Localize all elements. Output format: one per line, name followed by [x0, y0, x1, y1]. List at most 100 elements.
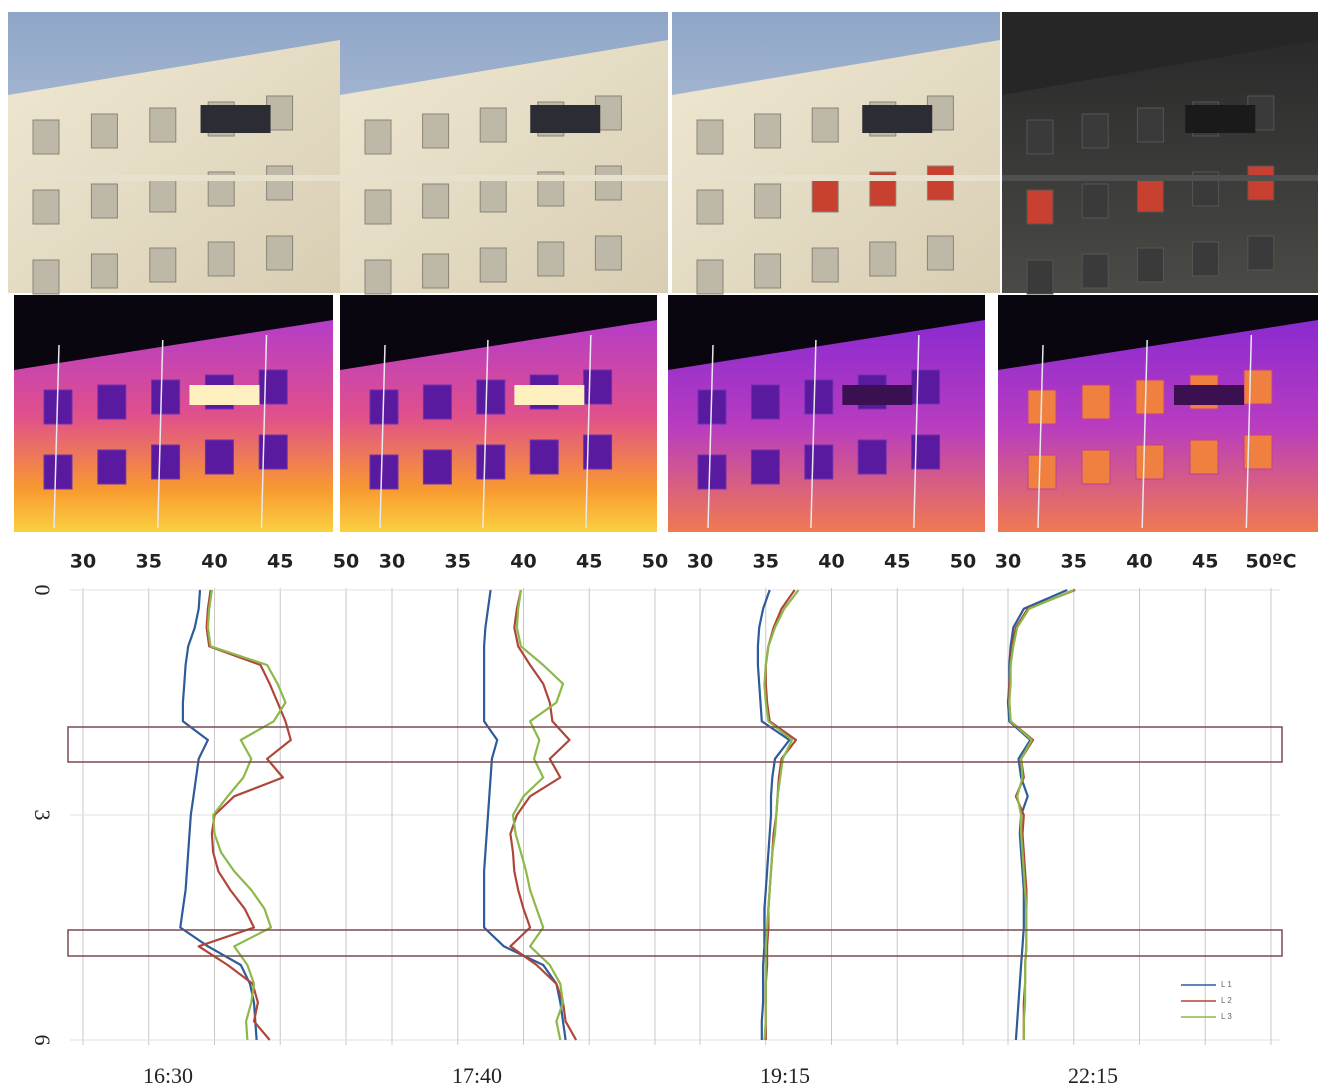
thermal-window [476, 444, 506, 480]
photo-window [1136, 177, 1164, 213]
x-tick-label: 35 [445, 551, 471, 573]
x-tick-label: 45 [884, 551, 910, 573]
legend-label: L 2 [1221, 996, 1232, 1005]
photo-window [926, 235, 954, 271]
photo-window [149, 177, 177, 213]
time-label: 17:40 [452, 1063, 502, 1088]
thermal-profile-line [707, 344, 714, 529]
photo-ledge [8, 175, 340, 181]
thermal-window [697, 454, 727, 490]
photo-balcony [1185, 105, 1256, 133]
photo-window [1026, 259, 1054, 295]
thermal-window [1243, 369, 1273, 405]
x-tick-label: 30 [379, 551, 405, 573]
thermal-window [151, 379, 181, 415]
photo-window [594, 165, 622, 201]
photo-window [754, 113, 782, 149]
photo-ledge [672, 175, 1000, 181]
thermal-window [1081, 384, 1111, 420]
x-tick-label: 40 [201, 551, 227, 573]
photo-window [90, 183, 118, 219]
profile-line [1008, 588, 1075, 1040]
thermal-window [583, 369, 613, 405]
photo-window [696, 119, 724, 155]
photo-facade [672, 40, 1000, 293]
photo-window [422, 183, 450, 219]
photo-window [479, 107, 507, 143]
thermal-facade [14, 320, 333, 532]
x-tick-label: 35 [753, 551, 779, 573]
x-tick-label: 40 [510, 551, 536, 573]
thermal-profile-line [1141, 339, 1148, 529]
photo-window [1192, 241, 1220, 277]
thermal-window [97, 384, 127, 420]
thermal-profile-line [157, 339, 164, 529]
photo-window [869, 241, 897, 277]
photo-window [90, 253, 118, 289]
photo-window [207, 241, 235, 277]
photo-window [811, 247, 839, 283]
profile-line [179, 589, 258, 1041]
legend-label: L 3 [1221, 1012, 1232, 1021]
x-tick-label: 35 [1061, 551, 1087, 573]
photo-balcony [862, 105, 933, 133]
photo-balcony [530, 105, 601, 133]
thermal-window [1081, 449, 1111, 485]
photo-window [537, 241, 565, 277]
thermal-profile-line [379, 344, 386, 529]
x-tick-label: 50ºC [1245, 551, 1296, 573]
photo-window [1081, 183, 1109, 219]
x-tick-label: 35 [136, 551, 162, 573]
x-tick-label: 45 [267, 551, 293, 573]
photo-window [422, 113, 450, 149]
photo-window [364, 259, 392, 295]
thermal-window [369, 454, 399, 490]
photo-window [266, 235, 294, 271]
thermal-facade [668, 320, 985, 532]
photo-window [1081, 113, 1109, 149]
thermal-window [97, 449, 127, 485]
thermal-profile-line [1245, 334, 1253, 529]
x-tick-label: 40 [818, 551, 844, 573]
photo-window [1026, 189, 1054, 225]
thermal-window [204, 439, 234, 475]
thermal-profile-line [1037, 344, 1044, 529]
thermal-window [1027, 454, 1057, 490]
x-tick-label: 30 [70, 551, 96, 573]
photo-window [754, 253, 782, 289]
thermal-window [804, 444, 834, 480]
thermal-window [804, 379, 834, 415]
photo-window [926, 165, 954, 201]
x-tick-label: 50 [950, 551, 976, 573]
photo-window [1081, 253, 1109, 289]
x-tick-label: 50 [333, 551, 359, 573]
thermal-profile-line [810, 339, 817, 529]
photo-window [32, 189, 60, 225]
photo-window [1136, 107, 1164, 143]
photo-window [1026, 119, 1054, 155]
thermal-window [422, 449, 452, 485]
y-tick-label: 6 [30, 1035, 55, 1046]
photo-window [754, 183, 782, 219]
profile-charts: 30 35 40 45 50 0 3 6 16:30 30 35 40 45 50 17:40 30 35 40 4… [30, 551, 1297, 1089]
thermal-profile-line [482, 339, 489, 529]
profile-line [756, 589, 791, 1040]
x-tick-label: 45 [576, 551, 602, 573]
highlight-band [67, 726, 1283, 763]
photo-window [422, 253, 450, 289]
time-label: 16:30 [143, 1063, 193, 1088]
photo-window [266, 165, 294, 201]
photo-window [364, 119, 392, 155]
photo-window [811, 177, 839, 213]
photo-ledge [1002, 175, 1318, 181]
time-label: 19:15 [760, 1063, 810, 1088]
x-tick-label: 45 [1192, 551, 1218, 573]
thermal-window [258, 369, 288, 405]
photo-window [811, 107, 839, 143]
photo-window [1136, 247, 1164, 283]
thermal-window [151, 444, 181, 480]
thermal-balcony [842, 385, 913, 405]
photo-window [149, 107, 177, 143]
x-tick-label: 30 [687, 551, 713, 573]
